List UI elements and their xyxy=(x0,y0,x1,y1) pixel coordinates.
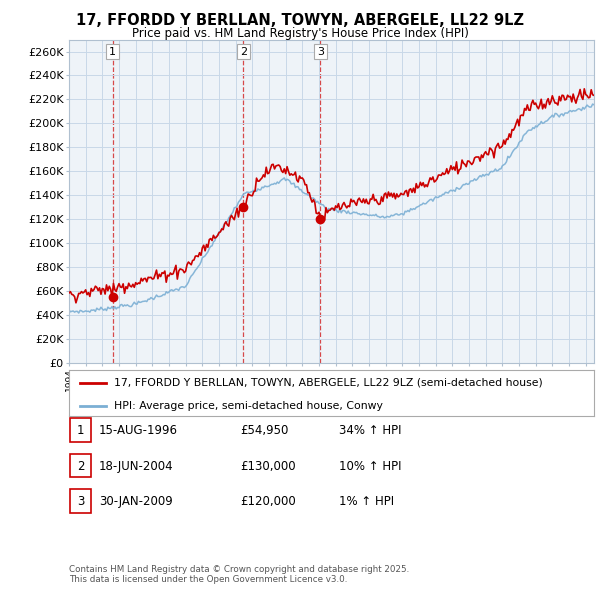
Text: 34% ↑ HPI: 34% ↑ HPI xyxy=(339,424,401,437)
Text: 2: 2 xyxy=(240,47,247,57)
Text: 10% ↑ HPI: 10% ↑ HPI xyxy=(339,460,401,473)
Text: 3: 3 xyxy=(77,495,85,508)
Text: 30-JAN-2009: 30-JAN-2009 xyxy=(99,495,173,508)
Text: £130,000: £130,000 xyxy=(240,460,296,473)
Text: 3: 3 xyxy=(317,47,324,57)
Text: £120,000: £120,000 xyxy=(240,495,296,508)
Text: Contains HM Land Registry data © Crown copyright and database right 2025.
This d: Contains HM Land Registry data © Crown c… xyxy=(69,565,409,584)
Text: 15-AUG-1996: 15-AUG-1996 xyxy=(99,424,178,437)
Text: 17, FFORDD Y BERLLAN, TOWYN, ABERGELE, LL22 9LZ (semi-detached house): 17, FFORDD Y BERLLAN, TOWYN, ABERGELE, L… xyxy=(113,378,542,388)
Text: 2: 2 xyxy=(77,460,85,473)
Text: Price paid vs. HM Land Registry's House Price Index (HPI): Price paid vs. HM Land Registry's House … xyxy=(131,27,469,40)
Text: 1% ↑ HPI: 1% ↑ HPI xyxy=(339,495,394,508)
Text: 17, FFORDD Y BERLLAN, TOWYN, ABERGELE, LL22 9LZ: 17, FFORDD Y BERLLAN, TOWYN, ABERGELE, L… xyxy=(76,13,524,28)
Text: 1: 1 xyxy=(109,47,116,57)
Text: 18-JUN-2004: 18-JUN-2004 xyxy=(99,460,173,473)
Text: HPI: Average price, semi-detached house, Conwy: HPI: Average price, semi-detached house,… xyxy=(113,401,383,411)
Text: 1: 1 xyxy=(77,424,85,437)
Text: £54,950: £54,950 xyxy=(240,424,289,437)
